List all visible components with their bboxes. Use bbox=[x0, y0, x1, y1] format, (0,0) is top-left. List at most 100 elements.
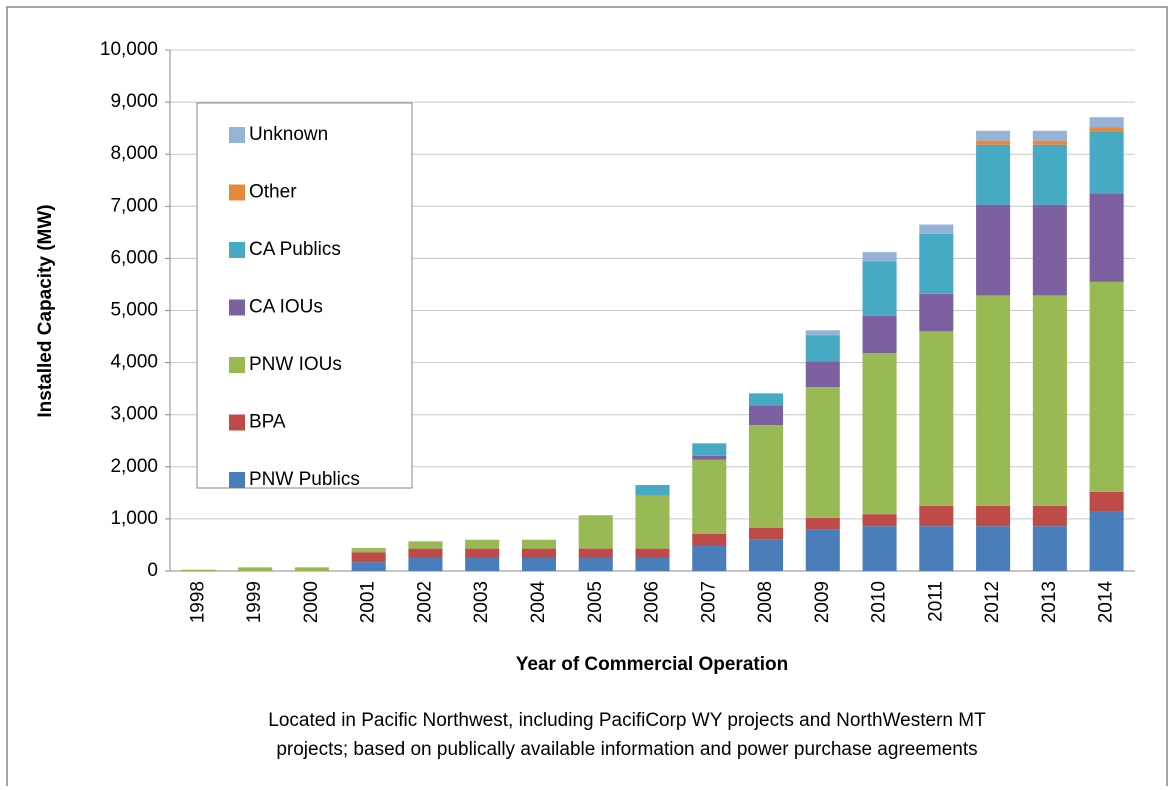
bar-segment bbox=[862, 315, 897, 354]
x-tick-label: 2009 bbox=[812, 581, 833, 623]
bar-segment bbox=[976, 130, 1011, 141]
bar-segment bbox=[862, 261, 897, 316]
bar-segment bbox=[351, 552, 386, 563]
bar-segment bbox=[805, 330, 840, 336]
bar-segment bbox=[749, 405, 784, 426]
bar-segment bbox=[919, 526, 954, 571]
bar-segment bbox=[749, 527, 784, 540]
bar-segment bbox=[976, 295, 1011, 506]
bar-segment bbox=[408, 557, 443, 571]
y-tick-label: 2,000 bbox=[110, 456, 158, 477]
bar-segment bbox=[1089, 281, 1124, 492]
legend-swatch bbox=[229, 472, 245, 488]
bar-segment bbox=[1032, 295, 1067, 506]
y-tick-label: 5,000 bbox=[110, 300, 158, 321]
bar-segment bbox=[692, 534, 727, 546]
y-tick-label: 7,000 bbox=[110, 195, 158, 216]
x-tick-label: 2004 bbox=[528, 581, 549, 624]
bar-segment bbox=[1089, 193, 1124, 282]
legend-swatch bbox=[229, 357, 245, 373]
x-tick-label: 2013 bbox=[1039, 581, 1060, 623]
bar-segment bbox=[692, 545, 727, 571]
bar-segment bbox=[692, 443, 727, 456]
legend-swatch bbox=[229, 414, 245, 431]
bar-segment bbox=[1032, 130, 1067, 141]
bar-segment bbox=[805, 387, 840, 518]
bar-segment bbox=[976, 140, 1011, 145]
x-tick-label: 2010 bbox=[869, 581, 890, 623]
y-tick-label: 0 bbox=[147, 560, 158, 581]
legend-label: PNW Publics bbox=[249, 469, 360, 490]
x-tick-label: 2007 bbox=[698, 581, 719, 623]
y-tick-label: 3,000 bbox=[110, 404, 158, 425]
bar-segment bbox=[805, 361, 840, 388]
legend-swatch bbox=[229, 299, 245, 316]
bar-segment bbox=[862, 353, 897, 515]
bar-segment bbox=[805, 517, 840, 530]
bar-segment bbox=[1089, 117, 1124, 128]
y-tick-label: 9,000 bbox=[110, 91, 158, 112]
bar-segment bbox=[919, 224, 954, 234]
bar-segment bbox=[862, 252, 897, 262]
bar-segment bbox=[635, 485, 670, 496]
x-tick-label: 2000 bbox=[301, 581, 322, 623]
x-tick-label: 2001 bbox=[358, 581, 379, 623]
x-tick-label: 2002 bbox=[414, 581, 435, 623]
bar-segment bbox=[521, 557, 556, 571]
x-axis-title: Year of Commercial Operation bbox=[516, 654, 788, 675]
bar-segment bbox=[635, 557, 670, 571]
legend-label: CA IOUs bbox=[249, 297, 323, 318]
x-tick-label: 2006 bbox=[642, 581, 663, 623]
bar-segment bbox=[1032, 526, 1067, 571]
bar-segment bbox=[465, 557, 500, 571]
bar-segment bbox=[919, 331, 954, 506]
bar-segment bbox=[919, 233, 954, 294]
bar-segment bbox=[1032, 204, 1067, 296]
legend-label: Other bbox=[249, 182, 297, 203]
y-tick-label: 4,000 bbox=[110, 352, 158, 373]
x-tick-label: 2012 bbox=[982, 581, 1003, 623]
legend-label: BPA bbox=[249, 412, 286, 433]
bar-segment bbox=[1032, 144, 1067, 205]
x-tick-label: 2008 bbox=[755, 581, 776, 623]
bar-segment bbox=[408, 541, 443, 549]
bar-segment bbox=[749, 539, 784, 571]
bar-segment bbox=[976, 204, 1011, 296]
x-tick-label: 2005 bbox=[585, 581, 606, 623]
bar-segment bbox=[238, 567, 273, 571]
legend-label: PNW IOUs bbox=[249, 354, 342, 375]
bar-segment bbox=[578, 557, 613, 571]
bar-segment bbox=[919, 293, 954, 332]
legend-swatch bbox=[229, 242, 245, 258]
legend-label: Unknown bbox=[249, 124, 328, 145]
bar-segment bbox=[1089, 511, 1124, 571]
bar-segment bbox=[1032, 140, 1067, 145]
bar-segment bbox=[976, 526, 1011, 571]
note-line: projects; based on publically available … bbox=[276, 739, 977, 760]
bar-segment bbox=[749, 425, 784, 528]
bar-segment bbox=[692, 459, 727, 535]
legend-label: CA Publics bbox=[249, 239, 341, 260]
bar-segment bbox=[805, 529, 840, 571]
x-tick-label: 2014 bbox=[1096, 581, 1117, 624]
bar-segment bbox=[862, 514, 897, 527]
bar-segment bbox=[919, 505, 954, 527]
bar-segment bbox=[181, 569, 216, 571]
bar-segment bbox=[976, 505, 1011, 527]
bar-segment bbox=[1089, 131, 1124, 194]
y-tick-label: 10,000 bbox=[100, 39, 158, 60]
bar-segment bbox=[578, 548, 613, 558]
bar-segment bbox=[635, 495, 670, 549]
legend-swatch bbox=[229, 184, 245, 201]
bar-segment bbox=[1089, 491, 1124, 512]
bar-segment bbox=[351, 562, 386, 571]
bar-segment bbox=[521, 548, 556, 558]
bar-segment bbox=[805, 335, 840, 362]
bar-segment bbox=[521, 539, 556, 549]
bar-segment bbox=[749, 393, 784, 406]
bar-segment bbox=[465, 539, 500, 549]
y-tick-label: 6,000 bbox=[110, 247, 158, 268]
bar-segment bbox=[862, 526, 897, 571]
y-tick-label: 8,000 bbox=[110, 143, 158, 164]
